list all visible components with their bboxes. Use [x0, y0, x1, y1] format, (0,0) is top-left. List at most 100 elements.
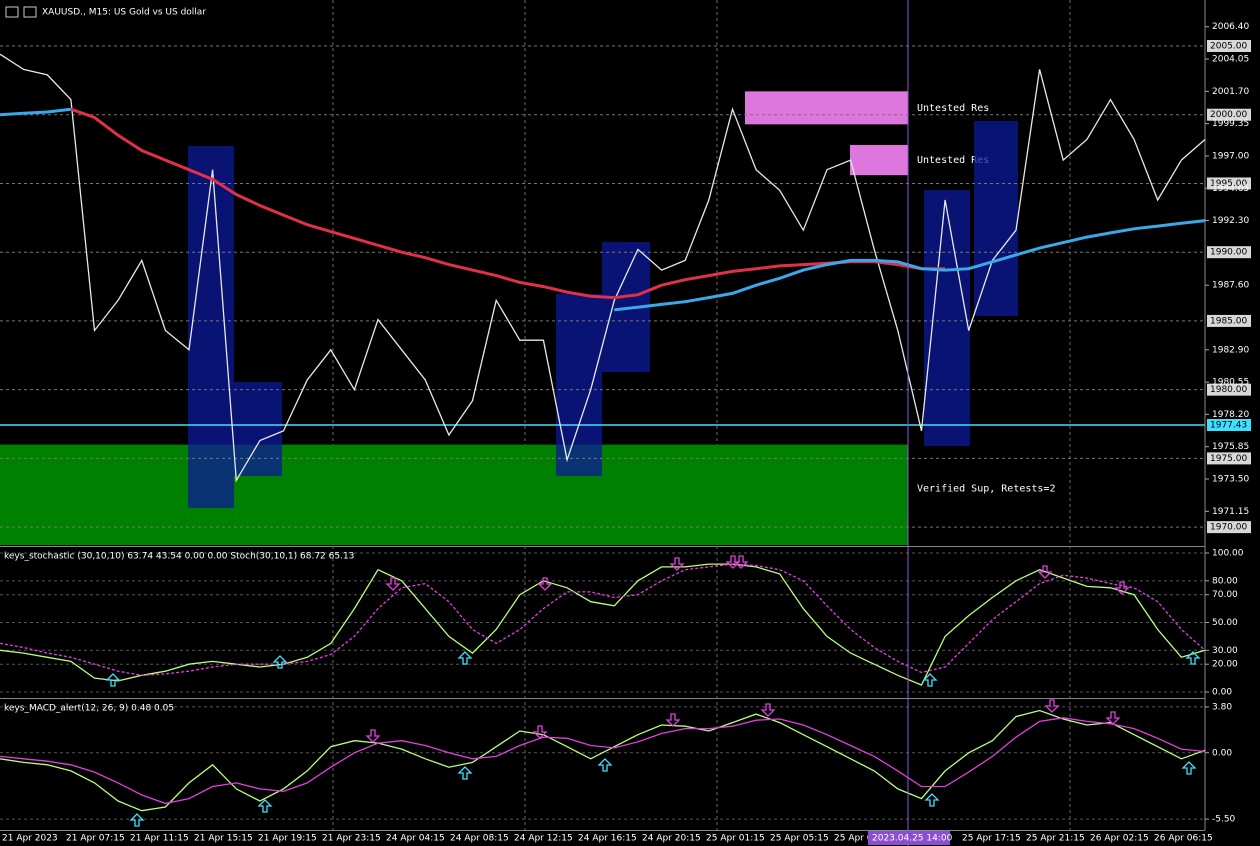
down-arrow — [365, 729, 381, 743]
price-level-label: 1995.00 — [1210, 179, 1247, 189]
down-arrow — [1114, 581, 1130, 595]
down-arrow — [665, 713, 681, 727]
price-level-label: 1970.00 — [1210, 523, 1247, 533]
series-line — [0, 563, 1206, 676]
price-box — [1207, 521, 1251, 534]
y-tick-label: 1992.30 — [1212, 216, 1249, 226]
x-tick-label: 21 Apr 19:15 — [258, 834, 317, 844]
down-arrow — [669, 557, 685, 571]
x-tick-label: 26 Apr 02:15 — [1090, 834, 1149, 844]
x-tick-label: 25 Apr 09:15 — [834, 834, 893, 844]
y-tick-label: 100.00 — [1212, 549, 1244, 559]
x-tick-label: 24 Apr 08:15 — [450, 834, 509, 844]
price-box — [1207, 177, 1251, 190]
x-tick-label: 25 Apr 21:15 — [1026, 834, 1085, 844]
x-tick-label: 21 Apr 15:15 — [194, 834, 253, 844]
zone — [745, 91, 908, 125]
price-box — [1207, 452, 1251, 465]
x-tick-label: 25 Apr 01:15 — [706, 834, 765, 844]
price-level-label: 1975.00 — [1210, 454, 1247, 464]
up-arrow — [457, 766, 473, 780]
up-arrow — [597, 758, 613, 772]
x-tick-label: 26 Apr 06:15 — [1154, 834, 1213, 844]
up-arrow — [272, 655, 288, 669]
price-box — [1207, 246, 1251, 259]
zone-label: Untested Res — [917, 155, 989, 166]
price-level-label: 2005.00 — [1210, 41, 1247, 51]
y-tick-label: 2004.05 — [1212, 55, 1249, 65]
x-tick-label: 24 Apr 20:15 — [642, 834, 701, 844]
down-arrow — [537, 577, 553, 591]
up-arrow — [129, 813, 145, 827]
down-arrow — [1044, 699, 1060, 713]
time-highlight-label: 2023.04.25 14:00 — [872, 834, 953, 844]
y-tick-label: 1978.20 — [1212, 410, 1249, 420]
y-tick-label: 2006.40 — [1212, 22, 1249, 32]
series-line — [0, 53, 1206, 483]
y-tick-label: 1975.85 — [1212, 442, 1249, 452]
down-arrow — [1037, 565, 1053, 579]
price-box — [1207, 314, 1251, 327]
up-arrow — [1185, 651, 1201, 665]
y-tick-label: 1997.00 — [1212, 151, 1249, 161]
y-tick-label: 1971.15 — [1212, 507, 1249, 517]
chart-title: XAUUSD., M15: US Gold vs US dollar — [42, 8, 206, 18]
y-tick-label: -5.50 — [1212, 815, 1236, 825]
x-tick-label: 24 Apr 12:15 — [514, 834, 573, 844]
x-tick-label: 21 Apr 23:15 — [322, 834, 381, 844]
y-tick-label: 1982.90 — [1212, 345, 1249, 355]
series-line — [0, 709, 1206, 812]
panel-title: keys_MACD_alert(12, 26, 9) 0.48 0.05 — [4, 704, 174, 714]
y-tick-label: 1973.50 — [1212, 475, 1249, 485]
price-box — [1207, 383, 1251, 396]
down-arrow — [733, 555, 749, 569]
x-tick-label: 21 Apr 2023 — [2, 834, 58, 844]
current-price-label: 1977.43 — [1210, 420, 1247, 430]
series-line — [0, 717, 1206, 805]
zone-label: Untested Res — [917, 103, 989, 114]
highlight-box — [974, 121, 1018, 316]
y-tick-label: 3.80 — [1212, 702, 1232, 712]
highlight-box — [188, 146, 234, 508]
panel-title: keys_stochastic (30,10,10) 63.74 43.54 0… — [4, 552, 354, 562]
down-arrow — [760, 703, 776, 717]
up-arrow — [457, 651, 473, 665]
y-tick-label: 80.00 — [1212, 576, 1238, 586]
up-arrow — [922, 673, 938, 687]
down-arrow — [1105, 711, 1121, 725]
y-tick-label: 1980.55 — [1212, 378, 1249, 388]
y-tick-label: 30.00 — [1212, 646, 1238, 656]
icon — [5, 6, 19, 18]
time-highlight-box — [868, 831, 950, 845]
x-tick-label: 24 Apr 16:15 — [578, 834, 637, 844]
up-arrow — [1181, 761, 1197, 775]
x-tick-label: 25 Apr 17:15 — [962, 834, 1021, 844]
highlight-box — [924, 190, 970, 446]
zone-label: Verified Sup, Retests=2 — [917, 484, 1055, 495]
x-tick-label: 25 Apr 05:15 — [770, 834, 829, 844]
up-arrow — [924, 793, 940, 807]
icon — [23, 6, 37, 18]
price-box — [1207, 108, 1251, 121]
y-tick-label: 1994.65 — [1212, 184, 1249, 194]
zone — [850, 144, 908, 176]
highlight-box — [234, 382, 282, 476]
down-arrow — [532, 725, 548, 739]
up-arrow — [257, 799, 273, 813]
current-price-box — [1207, 418, 1251, 431]
x-tick-label: 21 Apr 07:15 — [66, 834, 125, 844]
price-level-label: 1985.00 — [1210, 316, 1247, 326]
price-level-label: 1990.00 — [1210, 248, 1247, 258]
y-tick-label: 0.00 — [1212, 748, 1232, 758]
series-line — [70, 107, 946, 300]
y-tick-label: 50.00 — [1212, 618, 1238, 628]
zone — [0, 444, 908, 545]
series-line — [0, 107, 1206, 312]
y-tick-label: 0.00 — [1212, 687, 1232, 697]
price-level-label: 1980.00 — [1210, 385, 1247, 395]
down-arrow — [385, 577, 401, 591]
y-tick-label: 1999.35 — [1212, 119, 1249, 129]
